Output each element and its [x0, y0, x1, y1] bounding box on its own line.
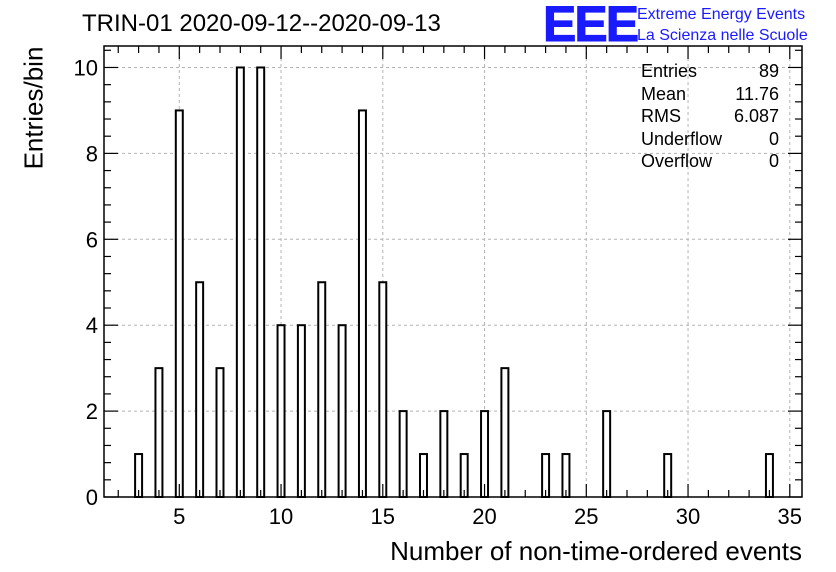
histogram-bar [276, 324, 286, 499]
x-tick-label: 30 [676, 504, 700, 529]
stats-label: Mean [641, 83, 687, 104]
y-tick-label: 6 [86, 227, 98, 252]
y-tick-label: 10 [74, 55, 98, 80]
logo-line-1: Extreme Energy Events [637, 6, 806, 23]
histogram-bar [154, 367, 164, 498]
y-tick-label: 2 [86, 399, 98, 424]
histogram-bar [235, 66, 245, 498]
stats-label: RMS [641, 106, 681, 126]
x-axis-label: Number of non-time-ordered events [390, 536, 802, 566]
stats-box: Entries 89 Mean 11.76 RMS 6.087 Underflo… [641, 60, 779, 173]
y-tick-label: 0 [86, 485, 98, 510]
stats-label: Underflow [641, 128, 723, 149]
histogram-bar [500, 367, 510, 498]
stats-label: Entries [641, 61, 698, 81]
histogram-bar [398, 410, 408, 499]
histogram-bar [317, 281, 327, 498]
histogram-bar [195, 281, 205, 498]
x-tick-label: 35 [778, 504, 802, 529]
y-tick-label: 4 [86, 313, 98, 338]
chart-title: TRIN-01 2020-09-12--2020-09-13 [82, 10, 441, 37]
stats-row-underflow: Underflow 0 [641, 128, 779, 151]
y-tick-label: 8 [86, 141, 98, 166]
stats-row-rms: RMS 6.087 [641, 105, 779, 128]
histogram-bar [357, 109, 367, 499]
histogram-bars [134, 66, 774, 499]
stats-row-entries: Entries 89 [641, 60, 779, 83]
stats-value: 11.76 [735, 83, 779, 104]
histogram-bar [215, 367, 225, 498]
stats-value: 0 [768, 128, 779, 149]
logo-mark: EEE [542, 0, 639, 52]
histogram-bar [602, 410, 612, 499]
stats-row-overflow: Overflow 0 [641, 150, 779, 173]
y-axis-label: Entries/bin [18, 46, 49, 170]
stats-value: 89 [758, 61, 779, 81]
histogram-bar [296, 324, 306, 499]
stats-value: 6.087 [733, 106, 779, 126]
logo-line-2: La Scienza nelle Scuole [637, 27, 808, 44]
x-tick-label: 25 [574, 504, 598, 529]
x-tick-label: 5 [173, 504, 185, 529]
stats-label: Overflow [641, 151, 713, 171]
histogram-bar [439, 410, 449, 499]
stats-value: 0 [768, 151, 779, 171]
histogram-bar [174, 109, 184, 499]
histogram-bar [337, 324, 347, 499]
x-tick-label: 10 [269, 504, 293, 529]
x-tick-label: 20 [472, 504, 496, 529]
plot-frame [103, 45, 803, 498]
x-tick-label: 15 [371, 504, 395, 529]
histogram-bar [378, 281, 388, 498]
axes [103, 45, 803, 498]
histogram-bar [256, 66, 266, 498]
stats-row-mean: Mean 11.76 [641, 83, 779, 106]
tick-labels: 5 10 15 20 25 30 35 0 2 4 6 8 10 [74, 55, 803, 529]
